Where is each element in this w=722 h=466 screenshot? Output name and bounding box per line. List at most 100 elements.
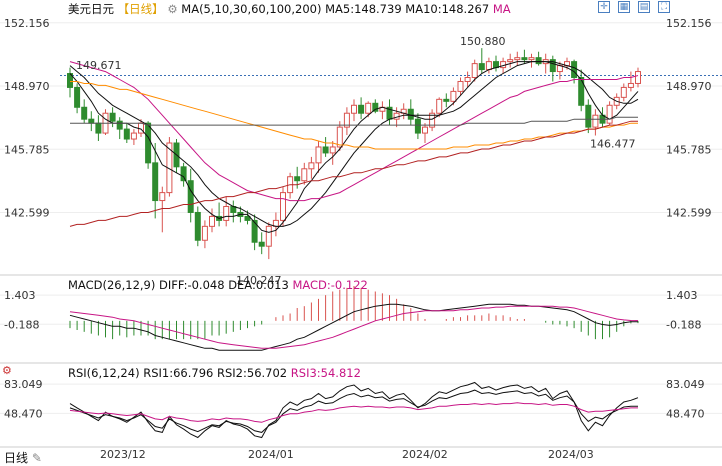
macd-axis-right-label: 1.403 [666,289,698,302]
candle-body [414,118,421,134]
rsi-settings-icon[interactable]: ⚙ [2,364,12,377]
candle-body [471,63,478,79]
macd-value: MACD:-0.122 [292,278,368,292]
candle-body [343,112,350,128]
candle-body [436,98,443,114]
candle-body [201,225,208,241]
candle-body [507,59,514,63]
candle-body [372,102,379,112]
rsi-params-label: RSI(6,12,24) [68,366,140,380]
candle-body [635,71,641,84]
annotation-low: 140.247 [236,274,282,287]
candle-body [422,126,428,134]
candle-body [265,225,272,247]
candle-body [535,57,542,65]
crosshair-icon[interactable]: ✛ [598,1,610,13]
candle-body [258,241,265,247]
x-axis-label: 2024/02 [402,448,448,461]
ma10-value: MA10:148.267 [405,2,490,16]
candle-body [514,57,521,61]
price-axis-right-label: 145.785 [666,143,712,156]
price-axis-right-label: 148.970 [666,80,712,93]
ma-label: MA [492,2,511,16]
candle-body [194,211,201,241]
candle-body [358,104,365,114]
layout-icon[interactable]: ▤ [638,1,650,13]
candle-body [322,146,329,154]
price-header: 美元日元 【日线】 ⚙ MA(5,10,30,60,100,200) MA5:1… [68,1,511,17]
candle-body [549,59,556,73]
ma-line-ma100 [70,116,638,126]
rsi3-value: RSI3:54.812 [290,366,361,380]
candle-body [223,206,230,221]
rsi-header: RSI(6,12,24) RSI1:66.796 RSI2:56.702 RSI… [68,366,361,380]
footer-period-label: 日线 [4,451,29,465]
candle-body [521,57,528,61]
expand-icon[interactable]: ⛶ [658,1,670,13]
edit-icon[interactable]: ✎ [31,451,42,465]
ma-params-label: MA(5,10,30,60,100,200) [181,2,322,16]
candle-body [145,122,152,164]
candle-body [95,122,102,134]
rsi-axis-left-label: 48.470 [4,407,43,420]
x-axis-label: 2024/03 [548,448,594,461]
candle-body [152,162,159,202]
candle-body [159,192,166,202]
candle-body [308,162,315,170]
candle-body [81,106,88,120]
rsi-axis-right-label: 83.049 [666,378,705,391]
settings-icon[interactable]: ⚙ [167,2,178,16]
candle-body [571,61,578,79]
candle-body [485,61,492,71]
candle-body [592,114,599,128]
candle-body [180,166,187,182]
price-axis-left-label: 152.156 [4,17,50,30]
macd-diff-line [69,303,639,351]
candle-body [329,146,336,154]
candle-body [74,86,81,108]
candle-body [450,90,457,102]
candle-body [244,215,251,221]
rsi2-value: RSI2:56.702 [217,366,288,380]
macd-header: MACD(26,12,9) DIFF:-0.048 DEA:0.013 MACD… [68,278,368,292]
ma5-value: MA5:148.739 [325,2,402,16]
candle-body [123,128,130,140]
price-axis-right-label: 152.156 [666,17,712,30]
footer-period[interactable]: 日线 ✎ [4,449,42,466]
ma-line-ma60 [70,81,638,150]
candle-body [88,118,95,124]
candle-body [578,77,585,106]
candle-body [620,86,627,98]
ma-line-ma30 [69,61,639,202]
macd-diff-value: DIFF:-0.048 [159,278,225,292]
annotation-low-right: 146.477 [590,138,636,151]
macd-axis-right-label: -0.188 [666,318,701,331]
candle-body [464,77,471,82]
period-label[interactable]: 【日线】 [117,2,164,16]
candle-body [429,112,436,128]
candle-body [351,104,357,114]
rsi-axis-right-label: 48.470 [666,407,705,420]
candle-body [209,215,215,227]
rsi1-value: RSI1:66.796 [143,366,214,380]
candle-body [336,126,343,148]
macd-dea-value: DEA:0.013 [228,278,289,292]
price-axis-right-label: 142.599 [666,206,712,219]
candle-body [627,82,634,88]
ma-line-ma200 [69,120,638,227]
rsi2-line [69,389,638,433]
macd-axis-left-label: -0.188 [4,318,39,331]
symbol-label: 美元日元 [68,2,114,16]
price-axis-left-label: 142.599 [4,206,50,219]
candle-body [443,98,450,102]
candle-body [457,80,464,92]
x-axis-label: 2023/12 [100,448,146,461]
price-axis-left-label: 148.970 [4,80,50,93]
candle-body [280,192,286,221]
rsi3-line [69,402,638,423]
grid-icon[interactable]: ▦ [618,1,630,13]
annotation-high: 150.880 [460,35,506,48]
candle-body [478,63,485,71]
candle-body [315,146,322,164]
